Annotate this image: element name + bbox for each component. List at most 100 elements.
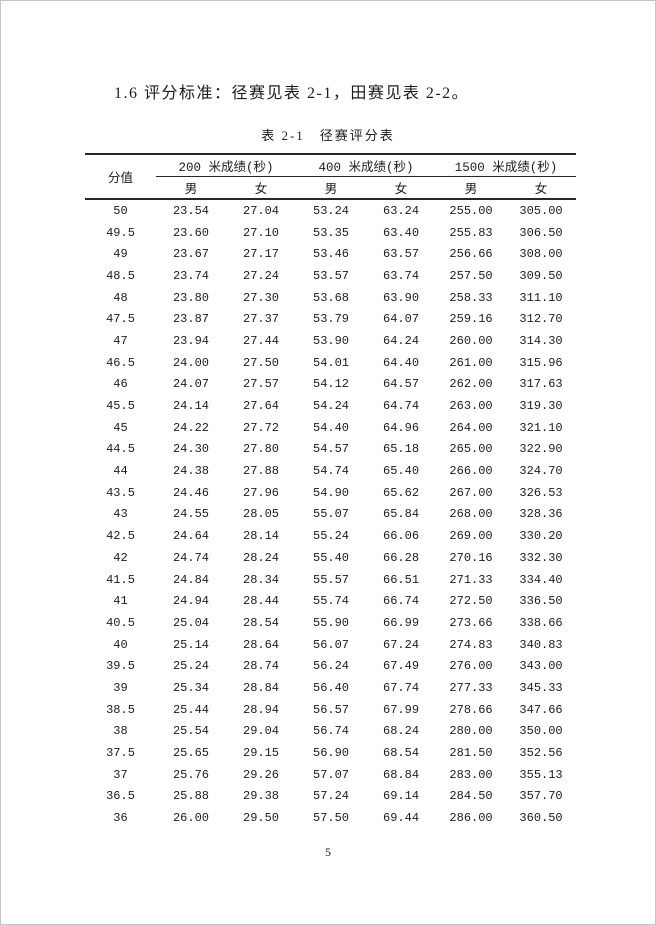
time-cell: 55.07 xyxy=(313,507,350,522)
time-cell: 28.64 xyxy=(243,637,280,652)
time-cell: 311.10 xyxy=(519,290,563,305)
time-cell: 29.04 xyxy=(243,724,280,739)
time-cell: 68.24 xyxy=(383,724,420,739)
page-number: 5 xyxy=(325,845,331,859)
time-cell: 266.00 xyxy=(449,464,493,479)
time-cell: 340.83 xyxy=(519,637,563,652)
time-cell: 54.01 xyxy=(313,355,350,370)
time-cell: 53.35 xyxy=(313,225,350,240)
time-cell: 65.40 xyxy=(383,464,420,479)
time-cell: 27.37 xyxy=(243,312,280,327)
time-cell: 69.44 xyxy=(383,811,420,826)
time-cell: 255.00 xyxy=(449,203,493,218)
table-row: 43.5 24.46 27.96 54.90 65.62 267.00 326.53 xyxy=(85,482,576,504)
time-cell: 324.70 xyxy=(519,464,563,479)
table-row: 50 23.54 27.04 53.24 63.24 255.00 305.00 xyxy=(85,199,576,222)
time-cell: 270.16 xyxy=(449,550,493,565)
time-cell: 334.40 xyxy=(519,572,563,587)
time-cell: 315.96 xyxy=(519,355,563,370)
score-table: 分值 200 米成绩(秒) 400 米成绩(秒) 1500 米成绩(秒) 男 女… xyxy=(85,153,577,829)
time-cell: 65.18 xyxy=(383,442,420,457)
time-cell: 29.38 xyxy=(243,789,280,804)
table-row: 47 23.94 27.44 53.90 64.24 260.00 314.30 xyxy=(85,330,576,352)
time-cell: 53.68 xyxy=(313,290,350,305)
time-cell: 321.10 xyxy=(519,420,563,435)
time-cell: 26.00 xyxy=(172,811,209,826)
time-cell: 64.74 xyxy=(383,399,420,414)
time-cell: 63.57 xyxy=(383,247,420,262)
time-cell: 24.22 xyxy=(172,420,209,435)
score-cell: 45 xyxy=(113,420,128,435)
score-cell: 43.5 xyxy=(106,485,135,500)
time-cell: 56.07 xyxy=(313,637,350,652)
time-cell: 27.50 xyxy=(243,355,280,370)
time-cell: 27.80 xyxy=(243,442,280,457)
time-cell: 54.90 xyxy=(313,485,350,500)
time-cell: 332.30 xyxy=(519,550,563,565)
time-cell: 63.24 xyxy=(383,203,420,218)
time-cell: 24.38 xyxy=(172,464,209,479)
score-cell: 37 xyxy=(113,767,128,782)
time-cell: 27.72 xyxy=(243,420,280,435)
time-cell: 64.07 xyxy=(383,312,420,327)
table-row: 47.5 23.87 27.37 53.79 64.07 259.16 312.70 xyxy=(85,308,576,330)
time-cell: 336.50 xyxy=(519,594,563,609)
table-row: 48.5 23.74 27.24 53.57 63.74 257.50 309.50 xyxy=(85,265,576,287)
time-cell: 54.40 xyxy=(313,420,350,435)
time-cell: 262.00 xyxy=(449,377,493,392)
time-cell: 24.84 xyxy=(172,572,209,587)
table-row: 44 24.38 27.88 54.74 65.40 266.00 324.70 xyxy=(85,460,576,482)
column-header-400m-male: 男 xyxy=(296,176,367,200)
time-cell: 28.84 xyxy=(243,680,280,695)
score-table-body: 50 23.54 27.04 53.24 63.24 255.00 305.00 49.5 23… xyxy=(85,199,576,829)
time-cell: 56.57 xyxy=(313,702,350,717)
time-cell: 317.63 xyxy=(519,377,563,392)
time-cell: 29.26 xyxy=(243,767,280,782)
time-cell: 24.00 xyxy=(172,355,209,370)
table-row: 49.5 23.60 27.10 53.35 63.40 255.83 306.50 xyxy=(85,222,576,244)
time-cell: 322.90 xyxy=(519,442,563,457)
score-cell: 47.5 xyxy=(106,312,135,327)
table-row: 37 25.76 29.26 57.07 68.84 283.00 355.13 xyxy=(85,764,576,786)
time-cell: 57.50 xyxy=(313,811,350,826)
score-cell: 47 xyxy=(113,333,128,348)
time-cell: 274.83 xyxy=(449,637,493,652)
time-cell: 350.00 xyxy=(519,724,563,739)
score-cell: 38.5 xyxy=(106,702,135,717)
time-cell: 284.50 xyxy=(449,789,493,804)
time-cell: 25.34 xyxy=(172,680,209,695)
time-cell: 66.99 xyxy=(383,615,420,630)
time-cell: 28.05 xyxy=(243,507,280,522)
time-cell: 328.36 xyxy=(519,507,563,522)
time-cell: 269.00 xyxy=(449,529,493,544)
score-cell: 40.5 xyxy=(106,615,135,630)
table-row: 49 23.67 27.17 53.46 63.57 256.66 308.00 xyxy=(85,243,576,265)
time-cell: 24.74 xyxy=(172,550,209,565)
time-cell: 261.00 xyxy=(449,355,493,370)
score-table-header: 分值 200 米成绩(秒) 400 米成绩(秒) 1500 米成绩(秒) 男 女… xyxy=(85,154,577,200)
time-cell: 24.94 xyxy=(172,594,209,609)
time-cell: 309.50 xyxy=(519,268,563,283)
time-cell: 326.53 xyxy=(519,485,563,500)
time-cell: 67.49 xyxy=(383,659,420,674)
time-cell: 338.66 xyxy=(519,615,563,630)
score-cell: 36.5 xyxy=(106,789,135,804)
time-cell: 56.40 xyxy=(313,680,350,695)
time-cell: 24.14 xyxy=(172,399,209,414)
column-header-score: 分值 xyxy=(85,154,156,200)
time-cell: 53.24 xyxy=(313,203,350,218)
time-cell: 308.00 xyxy=(519,247,563,262)
time-cell: 28.94 xyxy=(243,702,280,717)
time-cell: 271.33 xyxy=(449,572,493,587)
time-cell: 57.07 xyxy=(313,767,350,782)
time-cell: 53.57 xyxy=(313,268,350,283)
time-cell: 57.24 xyxy=(313,789,350,804)
time-cell: 280.00 xyxy=(449,724,493,739)
time-cell: 65.84 xyxy=(383,507,420,522)
time-cell: 53.79 xyxy=(313,312,350,327)
time-cell: 27.10 xyxy=(243,225,280,240)
time-cell: 25.14 xyxy=(172,637,209,652)
time-cell: 55.24 xyxy=(313,529,350,544)
score-cell: 45.5 xyxy=(106,399,135,414)
time-cell: 23.80 xyxy=(172,290,209,305)
